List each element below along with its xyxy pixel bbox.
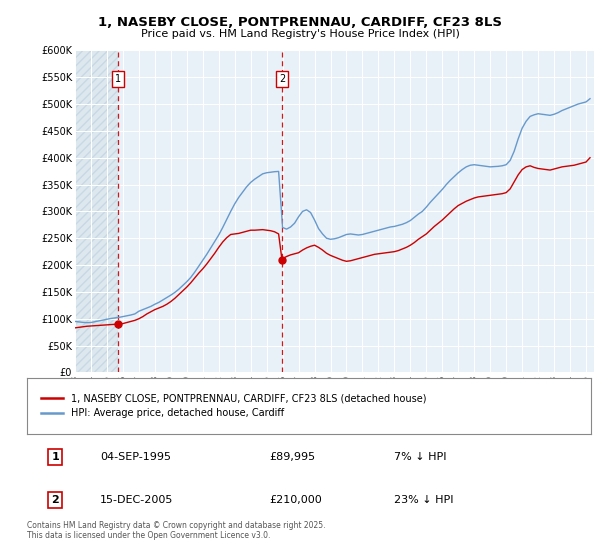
Text: 04-SEP-1995: 04-SEP-1995 xyxy=(100,452,172,462)
Text: £210,000: £210,000 xyxy=(269,495,322,505)
Text: 1, NASEBY CLOSE, PONTPRENNAU, CARDIFF, CF23 8LS: 1, NASEBY CLOSE, PONTPRENNAU, CARDIFF, C… xyxy=(98,16,502,29)
Text: 7% ↓ HPI: 7% ↓ HPI xyxy=(394,452,446,462)
Legend: 1, NASEBY CLOSE, PONTPRENNAU, CARDIFF, CF23 8LS (detached house), HPI: Average p: 1, NASEBY CLOSE, PONTPRENNAU, CARDIFF, C… xyxy=(38,390,430,422)
Text: Price paid vs. HM Land Registry's House Price Index (HPI): Price paid vs. HM Land Registry's House … xyxy=(140,29,460,39)
Text: 23% ↓ HPI: 23% ↓ HPI xyxy=(394,495,453,505)
Text: 2: 2 xyxy=(279,74,285,85)
Text: 1: 1 xyxy=(52,452,59,462)
Text: 2: 2 xyxy=(52,495,59,505)
Text: 15-DEC-2005: 15-DEC-2005 xyxy=(100,495,173,505)
Text: £89,995: £89,995 xyxy=(269,452,316,462)
Text: 1: 1 xyxy=(115,74,121,85)
Text: Contains HM Land Registry data © Crown copyright and database right 2025.
This d: Contains HM Land Registry data © Crown c… xyxy=(27,521,325,540)
